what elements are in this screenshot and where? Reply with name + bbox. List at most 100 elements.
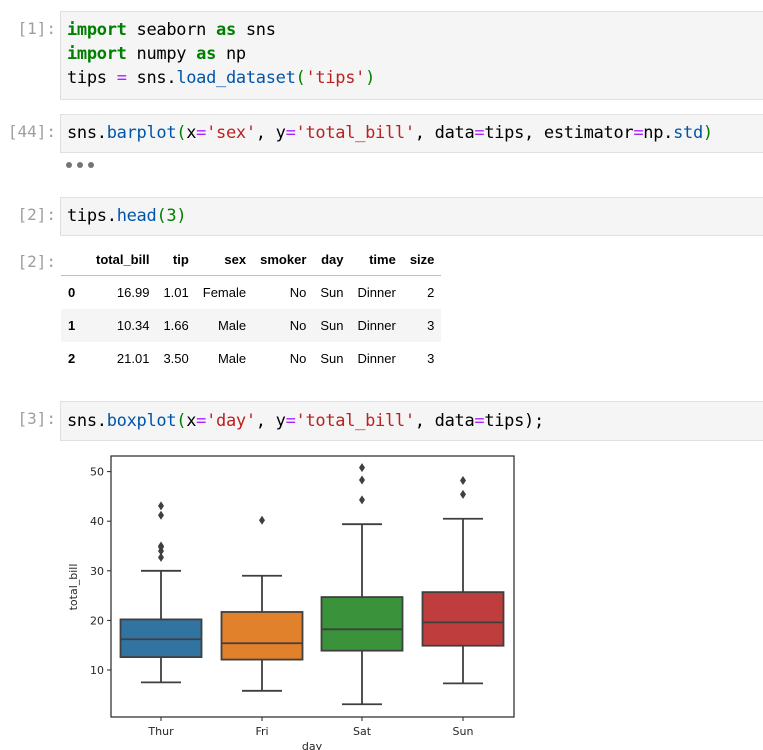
code-token: sns.	[67, 411, 107, 431]
column-header: tip	[156, 243, 196, 276]
code-token: =	[474, 411, 485, 431]
y-tick-label: 30	[90, 565, 104, 578]
code-cell-2: [2]: tips.head(3)	[0, 197, 763, 236]
table-header-row: total_bill tip sex smoker day time size	[61, 243, 442, 276]
table-cell: Dinner	[350, 309, 403, 342]
column-header: sex	[195, 243, 254, 276]
code-token: =	[633, 123, 644, 143]
box-sat	[320, 596, 404, 652]
code-token: sns.	[126, 68, 177, 88]
code-editor[interactable]: sns.barplot(x='sex', y='total_bill', dat…	[60, 114, 763, 153]
x-tick-label: Sun	[453, 725, 474, 738]
code-token: load_dataset	[176, 68, 296, 88]
code-token: 'day'	[206, 411, 256, 431]
code-cell-3: [3]: sns.boxplot(x='day', y='total_bill'…	[0, 401, 763, 441]
box-fri	[220, 611, 304, 661]
code-cell-44: [44]: sns.barplot(x='sex', y='total_bill…	[0, 114, 763, 184]
code-line: tips = sns.load_dataset('tips')	[67, 66, 375, 90]
code-token: 'sex'	[206, 123, 256, 143]
code-token: barplot	[106, 123, 177, 143]
code-token: 'total_bill'	[295, 123, 416, 143]
code-token: seaborn	[126, 20, 217, 40]
input-prompt: [3]:	[17, 409, 56, 428]
column-header: smoker	[253, 243, 314, 276]
code-token: , y	[255, 123, 286, 143]
code-token: sns	[235, 20, 276, 40]
input-prompt: [1]:	[17, 19, 56, 38]
table-cell: Sun	[313, 309, 351, 342]
row-index: 2	[68, 351, 76, 366]
code-token: tips, estimator	[484, 123, 634, 143]
code-token: tips);	[484, 411, 544, 431]
code-token: tips.	[67, 206, 117, 226]
input-prompt: [44]:	[7, 122, 56, 141]
code-token: 'tips'	[305, 68, 366, 88]
table-cell: 3	[427, 351, 435, 366]
box-sun	[421, 591, 505, 647]
code-text: sns.barplot(x='sex', y='total_bill', dat…	[67, 121, 713, 145]
code-token: as	[196, 44, 217, 64]
table-cell: 1.01	[163, 285, 189, 300]
outlier-marker	[158, 510, 164, 520]
table-cell: No	[253, 309, 314, 342]
table-cell: 16.99	[116, 285, 150, 300]
code-editor[interactable]: tips.head(3)	[60, 197, 763, 236]
y-tick-label: 50	[90, 466, 104, 479]
code-token: import	[67, 20, 127, 40]
table-cell: 21.01	[116, 351, 150, 366]
plot-area	[110, 455, 515, 718]
code-token: , data	[414, 123, 475, 143]
table-row: 1 10.34 1.66 Male No Sun Dinner 3	[61, 309, 442, 342]
code-text: import seaborn as sns import numpy as np t…	[67, 18, 375, 90]
outlier-marker	[158, 541, 164, 551]
code-token: , y	[255, 411, 286, 431]
x-axis-label: day	[302, 740, 323, 750]
column-header: time	[350, 243, 403, 276]
ellipsis-icon[interactable]	[66, 162, 94, 168]
code-token: (	[295, 68, 306, 88]
x-tick-label: Sat	[353, 725, 372, 738]
code-token: =	[474, 123, 485, 143]
code-token: 3	[166, 206, 177, 226]
table-cell: 2	[427, 285, 435, 300]
outlier-marker	[359, 495, 365, 505]
table-cell: Dinner	[357, 285, 396, 300]
code-token: =	[196, 411, 207, 431]
table-cell: Dinner	[357, 351, 396, 366]
code-editor[interactable]: import seaborn as sns import numpy as np t…	[60, 11, 763, 100]
outlier-marker	[158, 552, 164, 562]
code-token: )	[365, 68, 376, 88]
box-thur	[119, 618, 203, 659]
code-line: sns.barplot(x='sex', y='total_bill', dat…	[67, 121, 713, 145]
row-index: 0	[68, 285, 76, 300]
outlier-marker	[259, 515, 265, 525]
code-token: )	[702, 123, 713, 143]
outlier-marker	[359, 475, 365, 485]
table-cell: Female	[202, 285, 247, 300]
code-token: (	[176, 411, 187, 431]
input-prompt: [2]:	[17, 205, 56, 224]
code-token: x	[186, 123, 197, 143]
table-cell: No	[289, 351, 307, 366]
code-editor[interactable]: sns.boxplot(x='day', y='total_bill', dat…	[60, 401, 763, 441]
y-axis-label: total_bill	[67, 564, 80, 611]
column-header: day	[313, 243, 351, 276]
table-cell: No	[289, 285, 307, 300]
code-token: np.	[643, 123, 674, 143]
dot	[88, 162, 94, 168]
table-cell: Sun	[320, 285, 344, 300]
code-line: sns.boxplot(x='day', y='total_bill', dat…	[67, 409, 544, 433]
table-row: 2 21.01 3.50 Male No Sun Dinner 3	[61, 342, 441, 375]
table-cell: Sun	[320, 351, 344, 366]
table-cell: 10.34	[89, 309, 157, 342]
code-token: =	[285, 123, 296, 143]
code-token: =	[285, 411, 296, 431]
y-tick-label: 20	[90, 614, 104, 627]
table-cell: Male	[217, 351, 247, 366]
code-token: sns.	[67, 123, 107, 143]
y-tick-label: 40	[90, 515, 104, 528]
dataframe-output: total_bill tip sex smoker day time size 0 16.99…	[61, 243, 442, 375]
code-token: =	[116, 68, 127, 88]
table-cell: 3.50	[163, 351, 189, 366]
